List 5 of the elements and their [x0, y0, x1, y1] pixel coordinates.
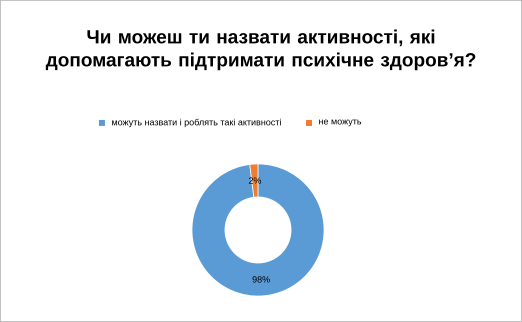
chart-title: Чи можеш ти назвати активності, які допомагають підтримати психічне здоров’я? — [46, 30, 476, 70]
legend-label: можуть назвати і роблять такі активності — [112, 118, 281, 128]
legend-label: не можуть — [319, 120, 362, 126]
data-label: 2% — [248, 177, 262, 184]
data-label: 98% — [252, 276, 270, 283]
